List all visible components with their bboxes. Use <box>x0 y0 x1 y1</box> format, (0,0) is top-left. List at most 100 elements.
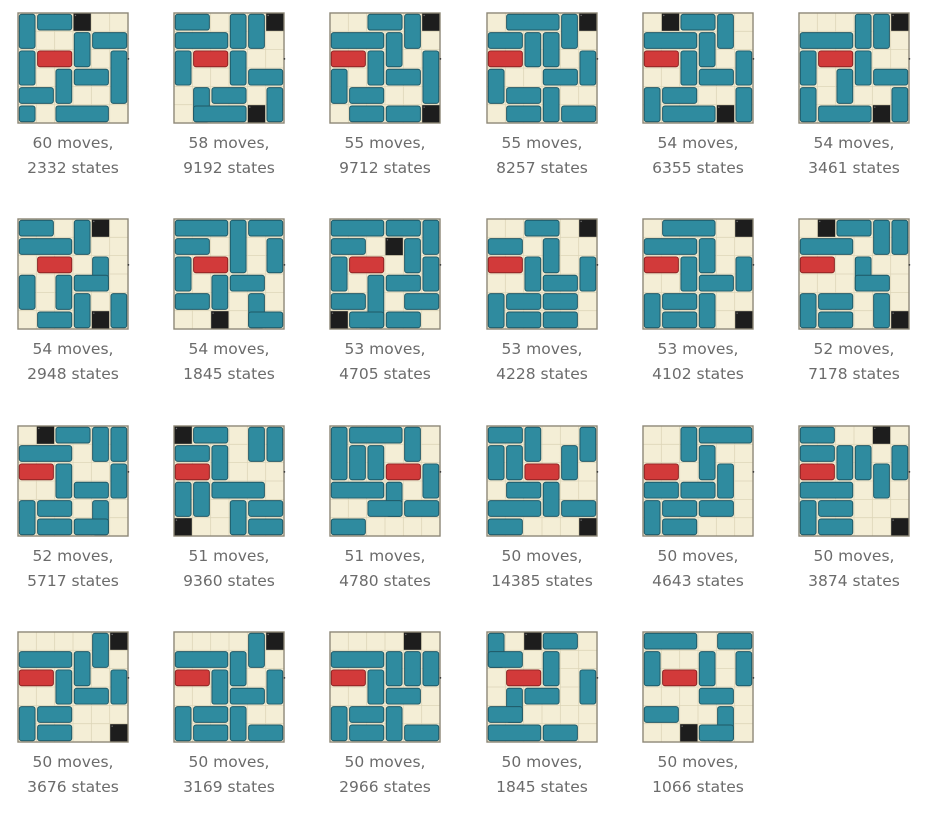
puzzle-card[interactable]: 52 moves, 7178 states <box>781 206 925 412</box>
puzzle-card[interactable]: 54 moves, 3461 states <box>781 0 925 206</box>
blocker-piece <box>799 50 817 86</box>
blocker-piece <box>698 32 716 68</box>
blocker-piece <box>385 68 421 86</box>
puzzle-card[interactable]: 53 moves, 4705 states <box>312 206 468 412</box>
blocker-piece <box>891 445 909 481</box>
state-count: 3461 states <box>808 159 900 177</box>
state-count: 3169 states <box>183 778 275 796</box>
blocker-piece <box>174 651 229 668</box>
blocker-piece <box>92 426 109 462</box>
blocker-piece <box>367 445 385 481</box>
wall-block <box>247 105 266 123</box>
target-piece <box>506 669 542 687</box>
blocker-piece <box>37 724 73 742</box>
puzzle-card[interactable]: 54 moves, 6355 states <box>625 0 781 206</box>
blocker-piece <box>873 293 890 329</box>
puzzle-board <box>486 631 599 743</box>
board-frame <box>329 631 441 743</box>
wall-block <box>891 311 909 329</box>
blocker-piece <box>818 311 854 329</box>
puzzle-card[interactable]: 52 moves, 5717 states <box>0 413 156 619</box>
blocker-piece <box>506 13 560 31</box>
wall-block <box>891 518 909 536</box>
puzzle-board <box>486 12 599 124</box>
puzzle-card[interactable]: 55 moves, 9712 states <box>312 0 468 206</box>
wall-bolt <box>580 519 582 521</box>
blocker-piece <box>110 50 128 104</box>
blocker-piece <box>799 32 854 49</box>
blocker-piece <box>229 219 247 274</box>
wall-block <box>110 632 128 650</box>
target-piece <box>330 669 366 687</box>
puzzle-card[interactable]: 54 moves, 2948 states <box>0 206 156 412</box>
puzzle-card[interactable]: 55 moves, 8257 states <box>469 0 625 206</box>
blocker-piece <box>193 426 229 444</box>
puzzle-board <box>17 631 130 743</box>
state-count: 2948 states <box>27 365 119 383</box>
blocker-piece <box>818 293 854 310</box>
exit-marker <box>908 263 911 266</box>
wall-block <box>817 219 836 237</box>
exit-marker <box>439 263 442 266</box>
blocker-piece <box>506 105 542 123</box>
state-count: 9360 states <box>183 572 275 590</box>
board-frame <box>173 425 285 537</box>
exit-marker <box>908 57 911 60</box>
blocker-piece <box>110 293 128 329</box>
exit-marker <box>127 676 130 679</box>
state-count: 7178 states <box>808 365 900 383</box>
puzzle-card[interactable]: 53 moves, 4228 states <box>469 206 625 412</box>
puzzle-card[interactable]: 50 moves, 3169 states <box>156 619 312 825</box>
state-count: 9712 states <box>339 159 431 177</box>
puzzle-card[interactable]: 58 moves, 9192 states <box>156 0 312 206</box>
puzzle-card[interactable]: 53 moves, 4102 states <box>625 206 781 412</box>
blocker-piece <box>542 632 578 650</box>
blocker-piece <box>873 463 890 499</box>
wall-block <box>716 105 735 123</box>
move-count: 54 moves, <box>188 340 270 358</box>
blocker-piece <box>193 724 229 742</box>
exit-marker <box>283 676 286 679</box>
puzzle-card[interactable]: 51 moves, 9360 states <box>156 413 312 619</box>
move-count: 50 moves, <box>657 547 739 565</box>
blocker-piece <box>73 481 109 499</box>
board-frame <box>642 218 754 330</box>
puzzle-card[interactable]: 51 moves, 4780 states <box>312 413 468 619</box>
puzzle-card[interactable]: 50 moves, 3874 states <box>781 413 925 619</box>
blocker-piece <box>73 68 109 86</box>
blocker-piece <box>680 13 716 31</box>
state-count: 6355 states <box>652 159 744 177</box>
state-count: 3874 states <box>808 572 900 590</box>
blocker-piece <box>735 256 753 292</box>
move-count: 54 moves, <box>657 134 739 152</box>
puzzle-card[interactable]: 50 moves, 1066 states <box>625 619 781 825</box>
exit-marker <box>752 263 755 266</box>
wall-bolt <box>331 312 334 314</box>
wall-block <box>524 632 542 650</box>
exit-marker <box>596 57 599 60</box>
blocker-piece <box>579 256 597 292</box>
wall-bolt <box>718 106 720 108</box>
blocker-piece <box>542 32 560 68</box>
blocker-piece <box>193 481 210 517</box>
puzzle-board <box>17 425 130 537</box>
blocker-piece <box>229 651 247 687</box>
puzzle-card[interactable]: 50 moves, 1845 states <box>469 619 625 825</box>
blocker-piece <box>229 687 265 705</box>
blocker-piece <box>330 651 385 668</box>
puzzle-card[interactable]: 50 moves, 14385 states <box>469 413 625 619</box>
move-count: 58 moves, <box>188 134 270 152</box>
exit-marker <box>283 263 286 266</box>
puzzle-card[interactable]: 50 moves, 3676 states <box>0 619 156 825</box>
wall-bolt <box>175 519 178 521</box>
blocker-piece <box>330 32 385 49</box>
exit-marker <box>596 470 599 473</box>
puzzle-card[interactable]: 50 moves, 4643 states <box>625 413 781 619</box>
blocker-piece <box>349 426 403 444</box>
puzzle-board <box>798 12 911 124</box>
puzzle-card[interactable]: 54 moves, 1845 states <box>156 206 312 412</box>
blocker-piece <box>73 274 109 292</box>
puzzle-card[interactable]: 60 moves, 2332 states <box>0 0 156 206</box>
blocker-piece <box>404 500 440 517</box>
puzzle-card[interactable]: 50 moves, 2966 states <box>312 619 468 825</box>
